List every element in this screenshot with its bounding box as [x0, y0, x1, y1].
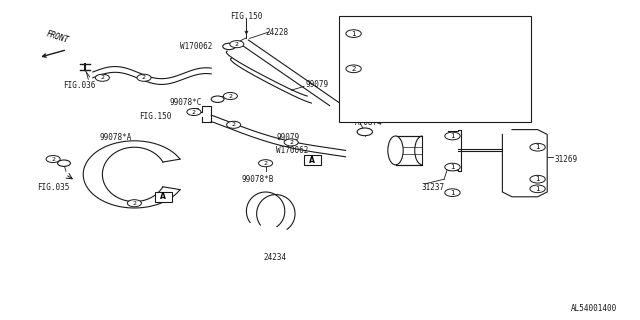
Text: A70839: A70839: [372, 29, 399, 38]
Text: AL54001400: AL54001400: [572, 304, 618, 313]
Text: 2: 2: [351, 66, 356, 72]
Circle shape: [284, 139, 298, 146]
Ellipse shape: [388, 136, 403, 165]
Text: 1: 1: [351, 31, 356, 36]
Text: 99078*C: 99078*C: [170, 98, 202, 107]
Text: 99078*A: 99078*A: [99, 133, 132, 142]
Text: FIG.035: FIG.035: [37, 183, 70, 192]
Text: FIG.150: FIG.150: [140, 112, 172, 121]
Text: <-'18MY>: <-'18MY>: [445, 66, 479, 72]
Circle shape: [223, 43, 236, 50]
Text: 1: 1: [450, 164, 455, 170]
Text: 31237: 31237: [421, 183, 444, 192]
Text: W170063: W170063: [372, 64, 404, 73]
Text: FIG.505: FIG.505: [470, 110, 502, 119]
Circle shape: [530, 185, 545, 193]
Text: A70874: A70874: [355, 118, 383, 127]
Circle shape: [530, 175, 545, 183]
Text: 24228: 24228: [266, 28, 289, 36]
Text: 24234: 24234: [264, 253, 287, 262]
Text: 2: 2: [228, 93, 232, 99]
Text: 99078*B: 99078*B: [242, 175, 275, 184]
Text: 1: 1: [535, 144, 540, 150]
Bar: [339, 16, 531, 122]
Circle shape: [58, 160, 70, 166]
Text: <'19MY->: <'19MY->: [445, 101, 479, 107]
Circle shape: [230, 41, 244, 48]
Circle shape: [259, 160, 273, 167]
Circle shape: [227, 121, 241, 128]
Circle shape: [357, 128, 372, 136]
Text: 2: 2: [132, 201, 136, 206]
Bar: [396, 136, 422, 165]
Circle shape: [445, 163, 460, 171]
Text: 2: 2: [142, 75, 146, 80]
Circle shape: [530, 143, 545, 151]
Text: FIG.036: FIG.036: [63, 81, 95, 90]
Bar: [304, 155, 321, 165]
Circle shape: [187, 108, 201, 116]
Circle shape: [346, 65, 362, 73]
Text: 2: 2: [51, 156, 55, 162]
Text: 1: 1: [535, 176, 540, 182]
Text: A: A: [160, 192, 166, 201]
Text: A: A: [309, 156, 316, 164]
Text: F91916: F91916: [372, 100, 399, 108]
Circle shape: [445, 189, 460, 196]
Text: 99079: 99079: [276, 133, 300, 142]
Circle shape: [95, 74, 109, 81]
Text: 2: 2: [264, 161, 268, 166]
Text: 2: 2: [235, 42, 239, 47]
Text: 1: 1: [450, 190, 455, 196]
Bar: [155, 192, 172, 202]
Text: 1: 1: [450, 133, 455, 139]
Circle shape: [127, 200, 141, 207]
Circle shape: [46, 156, 60, 163]
Circle shape: [346, 30, 362, 37]
Text: 1: 1: [535, 186, 540, 192]
Circle shape: [445, 132, 460, 140]
Text: 99079: 99079: [306, 80, 329, 89]
Circle shape: [223, 92, 237, 100]
Text: 2: 2: [232, 122, 236, 127]
Text: W170062: W170062: [276, 146, 309, 155]
Text: W170062: W170062: [180, 42, 213, 51]
Text: FIG.150: FIG.150: [230, 12, 262, 20]
Text: FRONT: FRONT: [45, 30, 70, 45]
Circle shape: [211, 96, 224, 102]
Text: 31269: 31269: [555, 155, 578, 164]
Text: 2: 2: [289, 140, 293, 145]
Circle shape: [137, 74, 151, 81]
Text: 2: 2: [192, 109, 196, 115]
Text: 2: 2: [100, 75, 104, 80]
